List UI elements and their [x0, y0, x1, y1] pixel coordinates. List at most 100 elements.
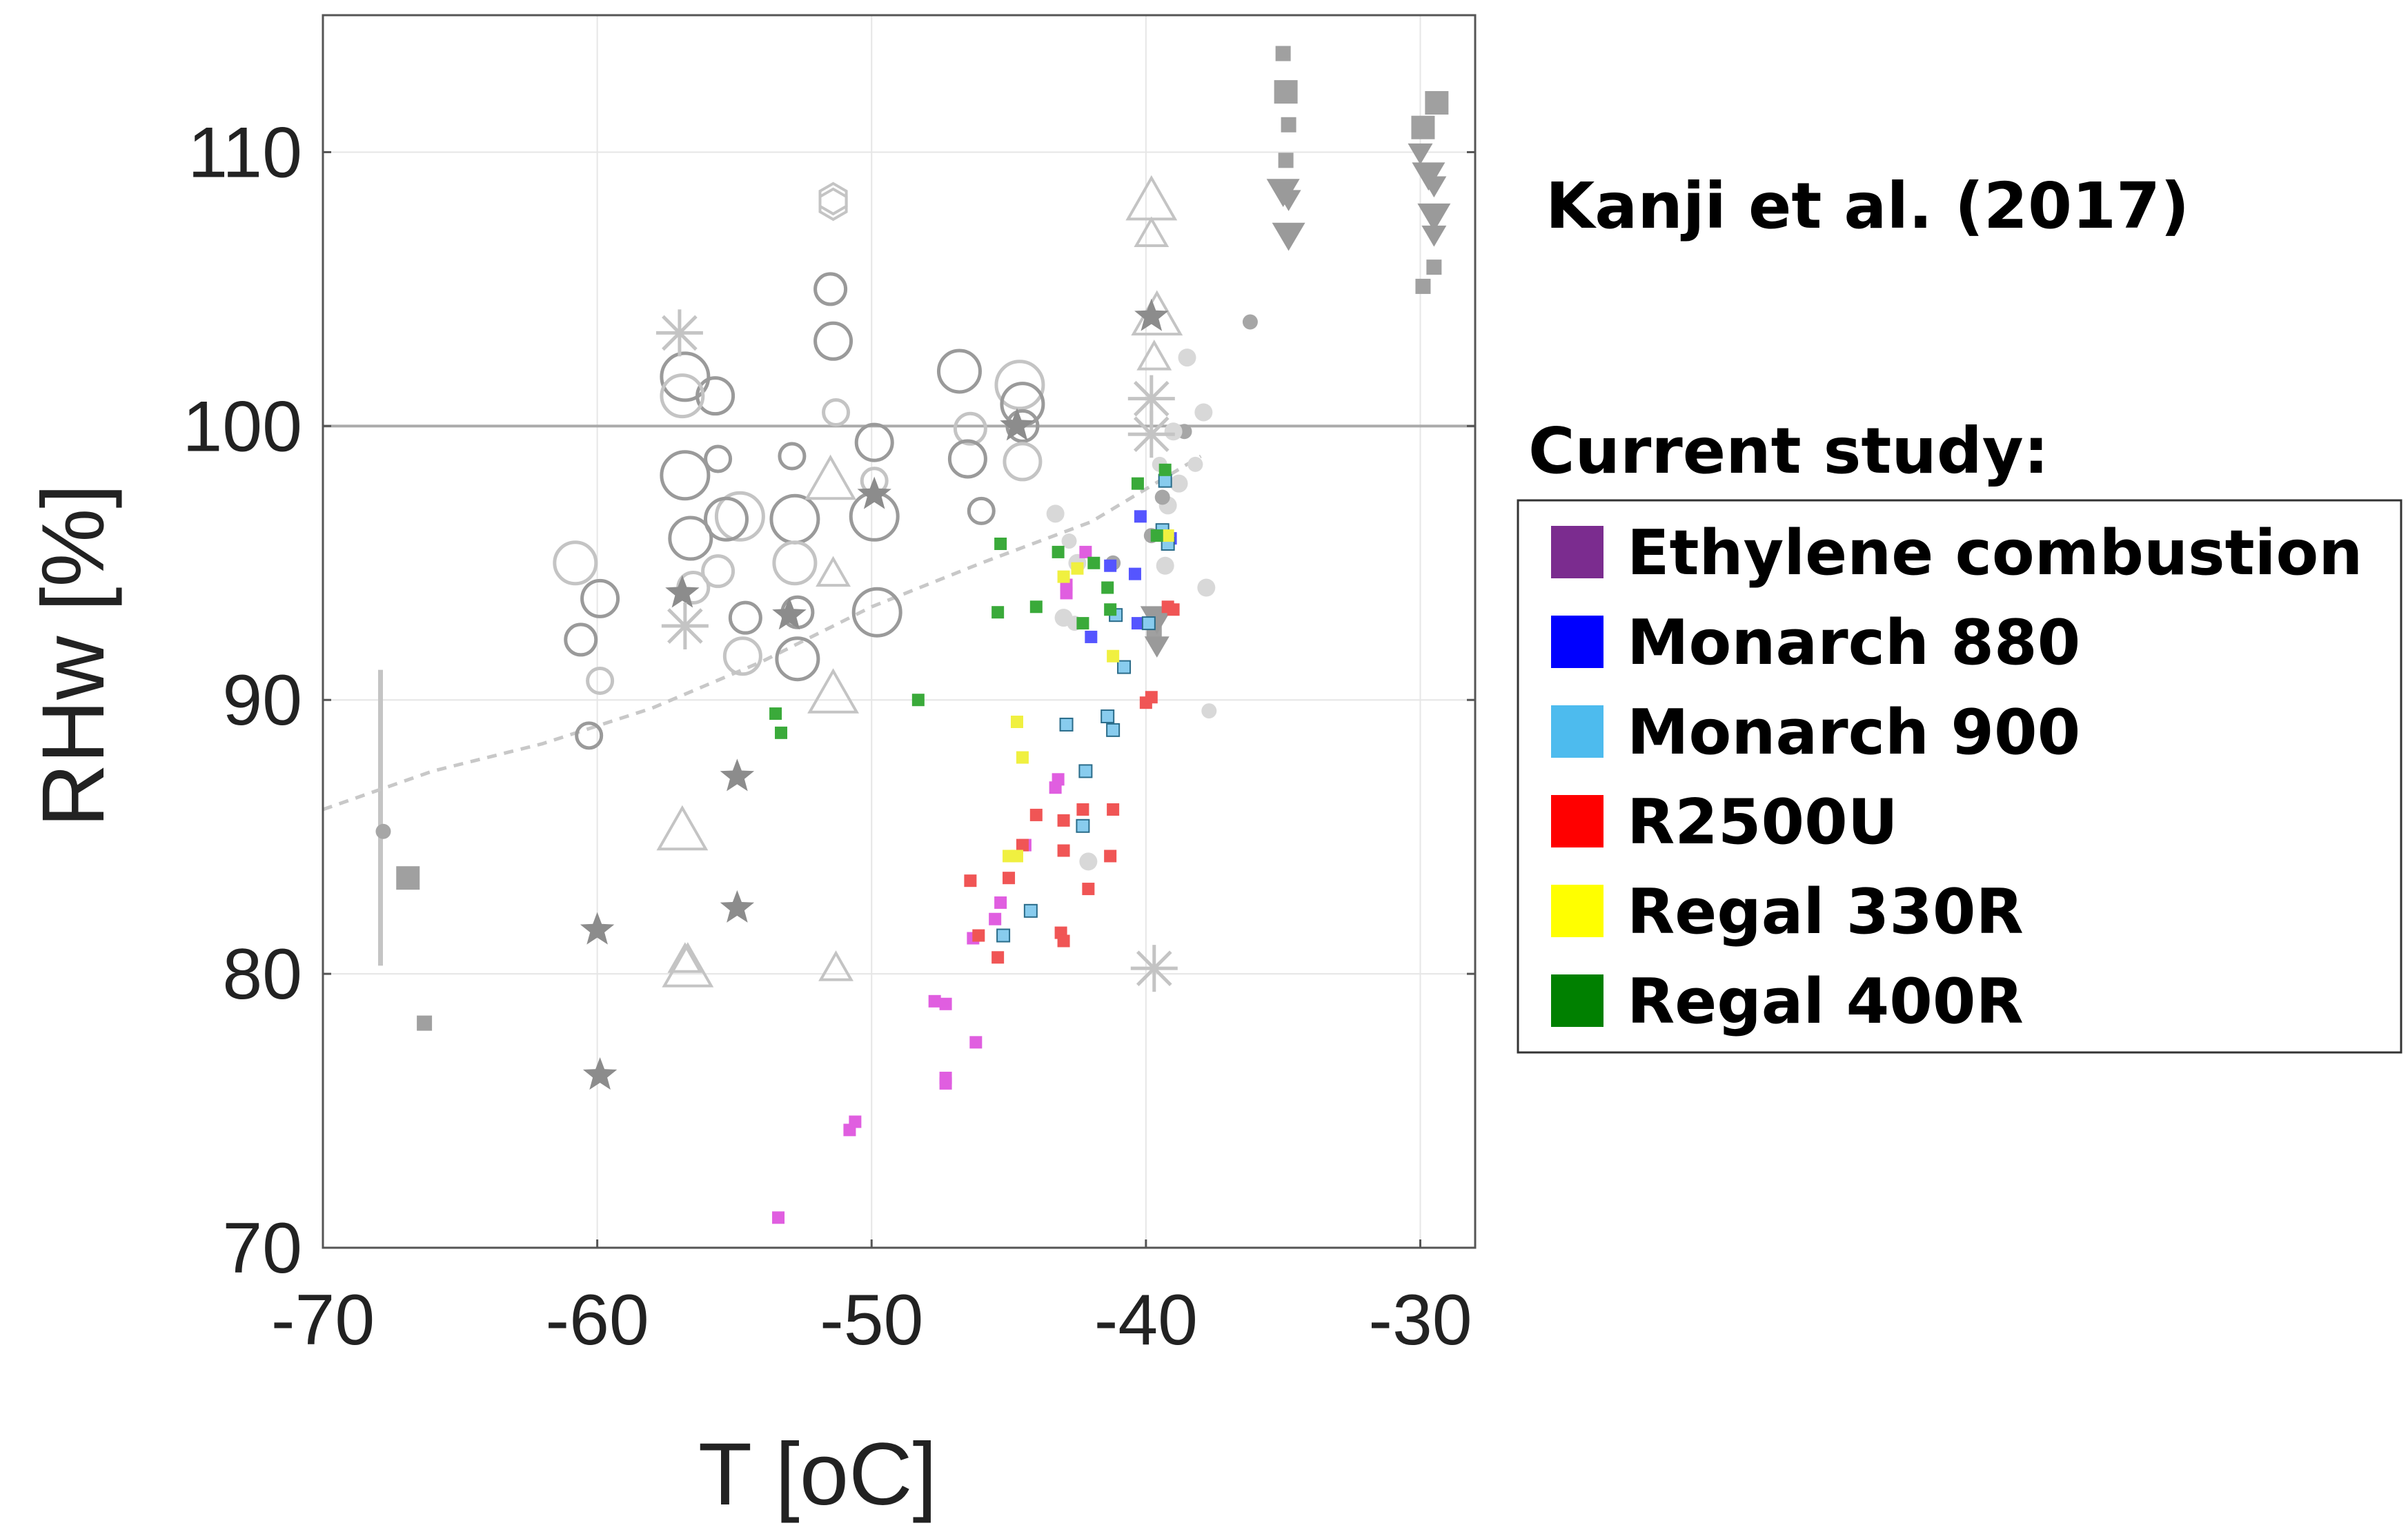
literature-filled-square: [1278, 153, 1294, 168]
literature-open-circle: [813, 321, 853, 361]
point-regal-400r: [1150, 529, 1163, 542]
point-monarch-880: [1128, 567, 1141, 580]
literature-asterisk: [1127, 375, 1175, 422]
point-ethylene-combustion: [843, 1124, 856, 1137]
literature-asterisk: [1127, 411, 1175, 458]
literature-down-triangle: [1140, 606, 1174, 635]
point-ethylene-combustion: [939, 997, 952, 1010]
legend-swatch-ethylene-combustion: [1551, 526, 1603, 578]
literature-filled-circle: [1079, 852, 1098, 871]
point-regal-400r: [1052, 545, 1065, 558]
literature-open-circle: [660, 351, 711, 402]
point-r2500u: [972, 929, 985, 942]
point-ethylene-combustion: [939, 1077, 952, 1090]
x-tick-label: -60: [545, 1280, 649, 1360]
literature-star: [720, 890, 755, 923]
legend-box: [1517, 499, 2402, 1054]
point-regal-330r: [1003, 850, 1016, 863]
point-regal-400r: [1087, 556, 1101, 569]
point-monarch-900: [1059, 717, 1074, 732]
legend-label-regal-330r: Regal 330R: [1627, 876, 2024, 948]
point-monarch-900: [1141, 616, 1156, 631]
legend-label-r2500u: R2500U: [1627, 786, 1898, 859]
literature-filled-circle: [1061, 533, 1077, 549]
point-monarch-900: [1023, 903, 1038, 918]
point-regal-400r: [911, 694, 925, 707]
literature-open-circle: [994, 360, 1045, 411]
point-regal-400r: [991, 606, 1005, 619]
literature-filled-circle: [1170, 474, 1188, 493]
axis-ticks: -70 -60 -50 -40 -30 70 80 90 100 110: [182, 112, 1475, 1360]
literature-open-circle: [854, 422, 894, 462]
literature-star: [665, 575, 700, 608]
point-r2500u: [1145, 691, 1158, 704]
x-tick-label: -70: [271, 1280, 375, 1360]
literature-open-circle: [953, 411, 987, 446]
point-monarch-900: [1101, 709, 1115, 724]
literature-filled-square: [1274, 80, 1298, 104]
literature-open-circle: [575, 721, 604, 750]
point-r2500u: [1167, 603, 1180, 616]
plot-border: [322, 14, 1477, 1249]
literature-filled-circle: [1242, 314, 1258, 330]
literature-open-circle: [668, 516, 713, 561]
point-monarch-900: [1078, 764, 1093, 778]
literature-filled-circle: [1164, 422, 1183, 441]
literature-open-circle: [704, 496, 749, 542]
literature-star: [582, 1057, 618, 1090]
point-r2500u: [1057, 844, 1070, 857]
y-tick-label: 90: [222, 660, 302, 741]
literature-open-circle: [778, 442, 807, 471]
literature-filled-circle: [375, 823, 391, 839]
legend-swatch-monarch-880: [1551, 616, 1603, 668]
point-regal-400r: [994, 537, 1007, 550]
literature-filled-circle: [1156, 556, 1174, 575]
point-ethylene-combustion: [1052, 773, 1065, 786]
literature-star: [772, 597, 807, 630]
point-regal-400r: [1029, 600, 1043, 614]
literature-asterisk: [1130, 945, 1178, 992]
legend-swatch-r2500u: [1551, 795, 1603, 847]
current-study-markers: [769, 463, 1180, 1224]
literature-down-triangle: [1417, 203, 1451, 232]
literature-down-triangle: [1421, 176, 1447, 198]
point-r2500u: [991, 951, 1005, 964]
literature-open-circle: [580, 578, 620, 618]
legend-label-monarch-900: Monarch 900: [1627, 696, 2080, 769]
point-r2500u: [1016, 838, 1029, 852]
point-regal-400r: [1131, 477, 1144, 490]
literature-down-triangle: [1421, 225, 1447, 247]
y-tick-label: 100: [182, 386, 302, 467]
point-ethylene-combustion: [989, 912, 1002, 925]
point-regal-400r: [1076, 617, 1089, 630]
literature-open-triangle: [816, 556, 851, 587]
literature-open-circle: [772, 540, 818, 586]
point-r2500u: [1003, 872, 1016, 885]
literature-filled-circle: [1197, 578, 1216, 597]
point-r2500u: [1082, 883, 1095, 896]
legend-title: Current study:: [1528, 414, 2049, 488]
trend-curve: [322, 454, 1202, 812]
point-r2500u: [964, 874, 977, 887]
literature-open-triangle: [805, 454, 857, 500]
x-tick-label: -30: [1368, 1280, 1472, 1360]
literature-open-circle: [553, 540, 598, 586]
point-r2500u: [1057, 934, 1070, 948]
point-monarch-880: [1085, 630, 1098, 643]
literature-filled-square: [1275, 46, 1291, 61]
point-ethylene-combustion: [969, 1036, 983, 1049]
plot-frame: -70 -60 -50 -40 -30 70 80 90 100 110: [182, 14, 1477, 1360]
point-ethylene-combustion: [928, 994, 941, 1008]
point-ethylene-combustion: [772, 1211, 785, 1224]
legend-label-monarch-880: Monarch 880: [1627, 607, 2080, 679]
point-monarch-900: [1117, 660, 1132, 674]
point-r2500u: [1104, 850, 1117, 863]
literature-star: [580, 912, 615, 945]
literature-background-markers: [322, 46, 1475, 1090]
literature-asterisk: [655, 309, 703, 357]
y-tick-label: 110: [188, 112, 302, 193]
y-tick-label: 70: [222, 1208, 302, 1288]
legend: Ethylene combustion Monarch 880 Monarch 90…: [1517, 499, 2402, 1054]
literature-down-triangle: [1272, 222, 1305, 251]
